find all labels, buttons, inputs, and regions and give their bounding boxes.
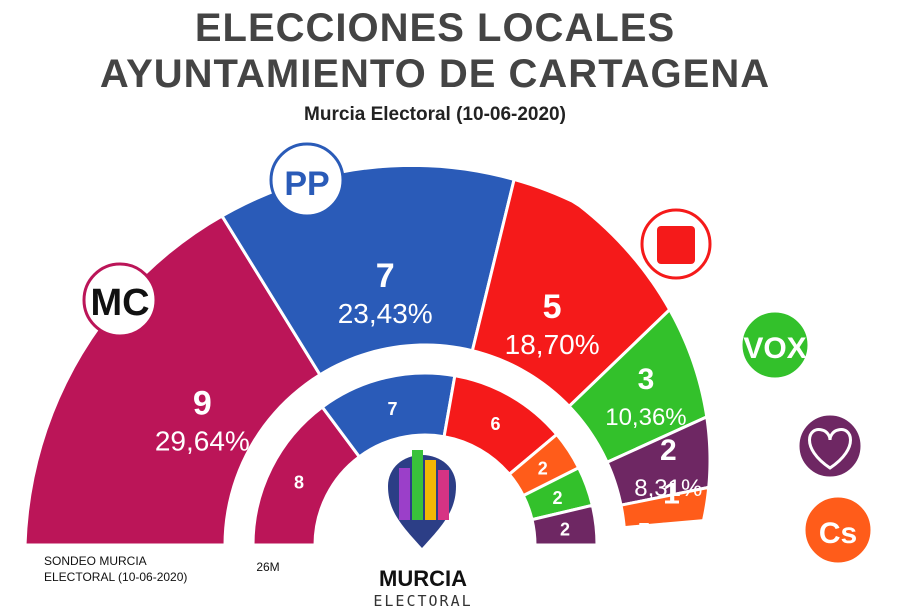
cs-logo-text: Cs (819, 517, 857, 550)
pp-logo-text: PP (284, 165, 329, 203)
poll-seat-ring (23, 163, 712, 547)
logo-bar-magenta (438, 470, 449, 520)
previous-seats-label-vox: 2 (552, 488, 562, 508)
previous-seats-label-pp: 7 (387, 399, 397, 419)
heart-icon (808, 428, 852, 470)
poll-seats-label-unidas-podemos: 2 (660, 434, 677, 467)
poll-percent-label-vox: 10,36% (605, 404, 686, 431)
poll-percent-label-psoe: 18,70% (505, 329, 600, 360)
seat-labels: 929,64%723,43% 518,70%310,36%28,31%15,00% (155, 257, 706, 545)
brand-line1: MURCIA (379, 566, 467, 591)
logo-bar-green (412, 450, 423, 520)
logo-bar-purple (399, 468, 410, 520)
source-note: SONDEO MURCIA ELECTORAL (10-06-2020) (44, 553, 187, 585)
poll-percent-label-pp: 23,43% (338, 298, 433, 329)
brand-line2: ELECTORAL (373, 592, 472, 610)
previous-seats-label-unidas-podemos: 2 (560, 520, 570, 540)
cs-logo-icon (802, 494, 874, 566)
previous-seats-label-mc: 8 (294, 473, 304, 493)
poll-percent-label-unidas-podemos: 8,31% (634, 475, 702, 502)
previous-seats-label-psoe: 6 (490, 414, 500, 434)
poll-percent-label-cs: 5,00% (637, 518, 705, 545)
mc-logo-icon (82, 262, 158, 338)
murcia-electoral-logo: MURCIA ELECTORAL (373, 450, 472, 610)
vox-logo-text: VOX (743, 332, 806, 365)
poll-seats-label-pp: 7 (376, 257, 395, 295)
poll-seats-label-cs: 1 (663, 477, 680, 510)
source-line2: ELECTORAL (10-06-2020) (44, 570, 188, 584)
rose-fist-icon (657, 226, 695, 264)
pp-logo-icon (269, 142, 345, 218)
previous-segment-unidas-podemos (530, 503, 599, 547)
chart-title-line2: AYUNTAMIENTO DE CARTAGENA (99, 52, 771, 96)
poll-seats-label-mc: 9 (193, 385, 212, 423)
logo-bar-yellow (425, 460, 436, 520)
vox-logo-icon (739, 309, 811, 381)
mc-logo-text: MC (90, 282, 149, 324)
poll-percent-label-mc: 29,64% (155, 426, 250, 457)
chart-title-line1: ELECCIONES LOCALES (194, 6, 676, 50)
poll-segment-cs (619, 485, 711, 530)
previous-election-label: 26M (256, 560, 279, 574)
poll-seats-label-vox: 3 (638, 363, 655, 396)
source-line1: SONDEO MURCIA (44, 554, 147, 568)
poll-seats-label-psoe: 5 (543, 288, 562, 326)
chart-subtitle: Murcia Electoral (10-06-2020) (304, 104, 566, 125)
previous-seats-label-cs: 2 (538, 459, 548, 479)
party-logos: MC PP VOX Cs (82, 142, 874, 566)
